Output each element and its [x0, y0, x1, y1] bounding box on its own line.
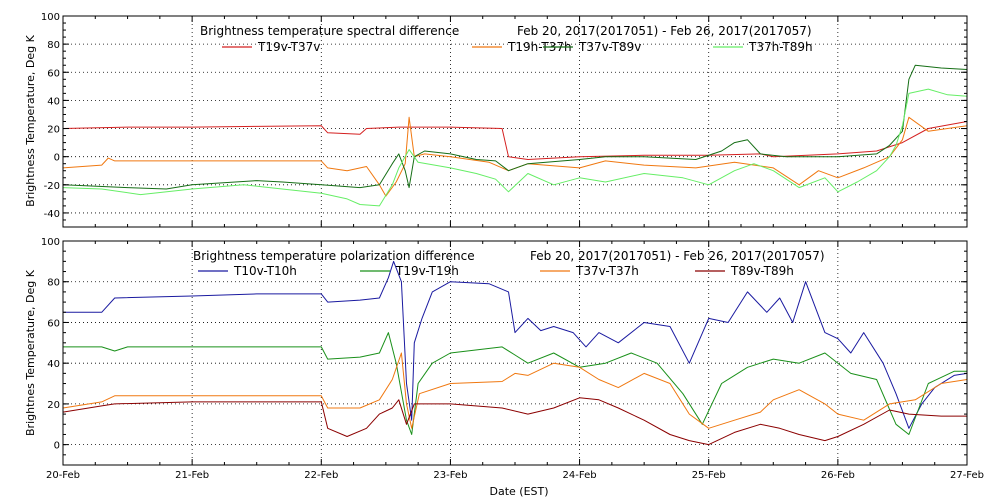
- polarization-chart-title: Brightness temperature polarization diff…: [193, 249, 475, 263]
- y-tick-label: 60: [47, 318, 60, 329]
- legend-label: T19h-T37h: [507, 40, 572, 54]
- spectral-difference-panel: -40 -20 0 20 40 60 80 100 Brightness temperatur…: [24, 12, 968, 228]
- x-tick-label: 25-Feb: [692, 470, 726, 481]
- spectral-y-tick-labels: -40 -20 0 20 40 60 80 100: [41, 12, 60, 220]
- y-tick-label: 40: [47, 359, 60, 370]
- series-line-t19h-t37h: [62, 116, 968, 197]
- y-tick-label: 80: [47, 278, 60, 289]
- x-tick-label: 21-Feb: [175, 470, 209, 481]
- polarization-legend: T10v-T10h T19v-T19h T37v-T37h T89v-T89h: [198, 264, 794, 278]
- y-tick-label: 60: [47, 68, 60, 79]
- legend-label: T89v-T89h: [730, 264, 794, 278]
- y-tick-label: 100: [41, 237, 60, 248]
- series-line-t89v-t89h: [62, 397, 967, 446]
- polarization-difference-panel: 0 20 40 60 80 100 Brightness temperature pola…: [24, 237, 968, 466]
- y-tick-label: -40: [44, 209, 60, 220]
- legend-label: T37v-T89v: [578, 40, 641, 54]
- series-line-t37h-t89h: [62, 88, 968, 207]
- polarization-date-range: Feb 20, 2017(2017051) - Feb 26, 2017(201…: [530, 249, 825, 263]
- polarization-y-axis-label: Brightnes Temperature, Deg K: [24, 269, 37, 436]
- spectral-series: [62, 64, 968, 207]
- series-line-t19v-t19h: [63, 332, 967, 435]
- x-tick-label: 23-Feb: [433, 470, 467, 481]
- legend-label: T37v-T37h: [575, 264, 639, 278]
- x-axis-label: Date (EST): [489, 485, 548, 498]
- x-tick-label: 20-Feb: [46, 470, 80, 481]
- legend-label: T37h-T89h: [748, 40, 813, 54]
- series-line-t37v-t37h: [62, 352, 968, 429]
- y-tick-label: 80: [47, 40, 60, 51]
- x-tick-label: 24-Feb: [563, 470, 597, 481]
- spectral-legend: T19v-T37v T19h-T37h T37v-T89v T37h-T89h: [222, 40, 813, 54]
- x-tick-label: 22-Feb: [304, 470, 338, 481]
- x-axis-tick-labels: 20-Feb 21-Feb 22-Feb 23-Feb 24-Feb 25-Feb 26-F…: [46, 470, 984, 481]
- legend-label: T19v-T37v: [257, 40, 320, 54]
- polarization-ticks: [62, 240, 968, 466]
- polarization-grid: [63, 241, 967, 465]
- y-tick-label: 0: [54, 441, 60, 452]
- x-tick-label: 27-Feb: [950, 470, 984, 481]
- y-tick-label: 100: [41, 12, 60, 23]
- y-tick-label: 0: [54, 153, 60, 164]
- spectral-y-axis-label: Brightness Temperature, Deg K: [24, 34, 37, 206]
- y-tick-label: 20: [47, 400, 60, 411]
- spectral-ticks: [62, 15, 968, 228]
- series-line-t19v-t37v: [62, 121, 968, 160]
- series-line-t10v-t10h: [63, 260, 968, 429]
- y-tick-label: 40: [47, 96, 60, 107]
- spectral-chart-title: Brightness temperature spectral differen…: [200, 24, 459, 38]
- y-tick-label: 20: [47, 125, 60, 136]
- x-tick-label: 26-Feb: [821, 470, 855, 481]
- legend-label: T10v-T10h: [233, 264, 297, 278]
- polarization-series: [62, 260, 968, 446]
- spectral-date-range: Feb 20, 2017(2017051) - Feb 26, 2017(201…: [517, 24, 812, 38]
- y-tick-label: -20: [44, 181, 60, 192]
- legend-label: T19v-T19h: [395, 264, 459, 278]
- series-line-t37v-t89v: [62, 64, 968, 190]
- polarization-y-tick-labels: 0 20 40 60 80 100: [41, 237, 60, 452]
- spectral-grid: [63, 16, 967, 227]
